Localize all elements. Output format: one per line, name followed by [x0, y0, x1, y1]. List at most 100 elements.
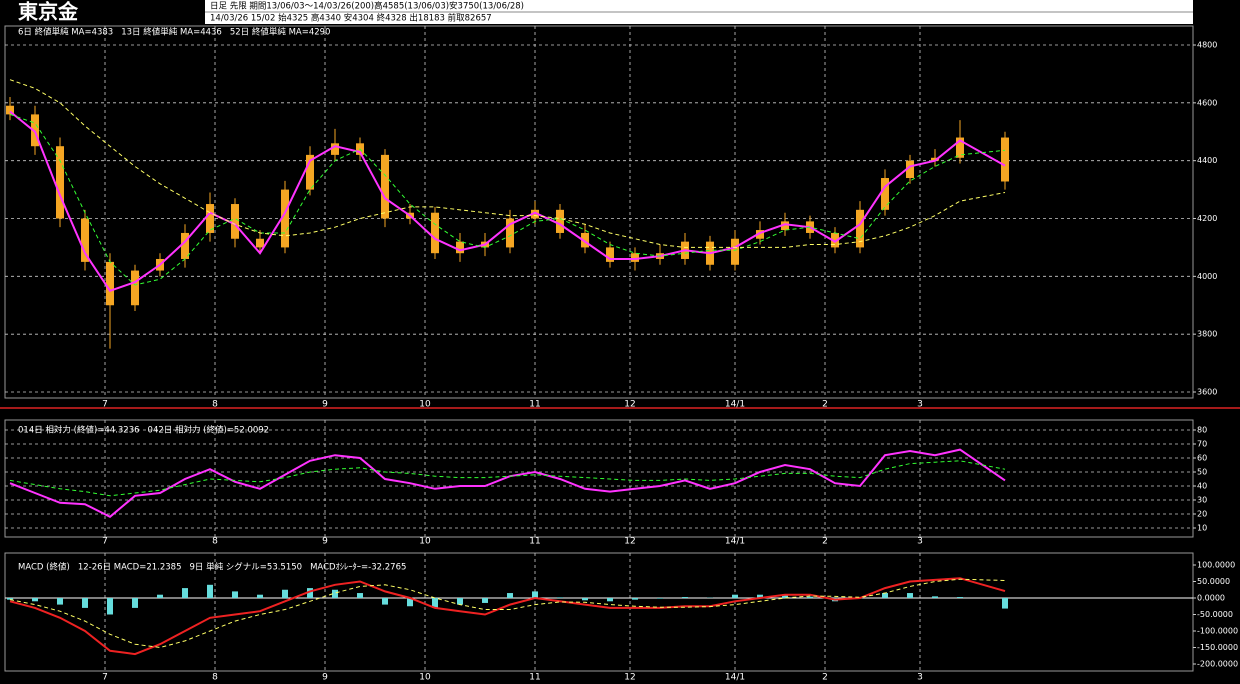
y-tick-label: 40: [1197, 482, 1207, 491]
x-tick-label: 14/1: [725, 673, 745, 683]
panel-frame: [4, 552, 1194, 672]
y-tick-label: -200.0000: [1197, 660, 1238, 669]
histogram-bar: [357, 593, 363, 598]
y-tick-label: -150.0000: [1197, 643, 1238, 652]
histogram-bar: [257, 594, 263, 598]
histogram-bar: [657, 598, 663, 599]
x-tick-label: 11: [529, 537, 540, 547]
histogram-bar: [532, 591, 538, 598]
y-tick-label: 100.0000: [1197, 561, 1235, 570]
histogram-bar: [732, 594, 738, 598]
x-tick-label: 7: [102, 537, 108, 547]
candle-body: [631, 253, 639, 262]
histogram-bar: [7, 598, 13, 600]
series-line: [9, 79, 1006, 248]
histogram-bar: [32, 598, 38, 602]
panel-frame: [4, 25, 1194, 399]
y-tick-label: 3800: [1197, 330, 1217, 339]
x-tick-label: 10: [419, 673, 431, 683]
x-tick-label: 14/1: [725, 537, 745, 547]
y-tick-label: 30: [1197, 496, 1207, 505]
candle-body: [206, 204, 214, 233]
y-tick-label: 3600: [1197, 388, 1217, 397]
x-tick-label: 9: [322, 673, 328, 683]
candle-body: [56, 146, 64, 219]
y-tick-label: -100.0000: [1197, 627, 1238, 636]
x-tick-label: 12: [624, 673, 635, 683]
histogram-bar: [907, 593, 913, 598]
x-tick-label: 2: [822, 537, 828, 547]
candle-body: [281, 189, 289, 248]
histogram-bar: [332, 589, 338, 598]
y-tick-label: 0.0000: [1197, 594, 1225, 603]
candle-body: [506, 218, 514, 248]
x-tick-label: 2: [822, 400, 828, 410]
y-tick-label: 50: [1197, 468, 1207, 477]
histogram-bar: [682, 597, 688, 598]
x-tick-label: 9: [322, 400, 328, 410]
header-line: 14/03/26 15/02 始4325 高4340 安4304 終4328 出…: [210, 13, 492, 24]
candle-body: [881, 178, 889, 210]
histogram-bar: [782, 594, 788, 598]
y-tick-label: 4200: [1197, 214, 1217, 223]
histogram-bar: [632, 598, 638, 600]
x-tick-label: 14/1: [725, 400, 745, 410]
y-tick-label: 4800: [1197, 41, 1217, 50]
series-line: [9, 448, 1006, 518]
series-line: [9, 110, 1006, 292]
histogram-bar: [157, 594, 163, 598]
candle-body: [306, 154, 314, 190]
histogram-bar: [107, 598, 113, 615]
y-tick-label: 4400: [1197, 156, 1217, 165]
legend-entry: 9日 単純 シグナル=53.5150: [189, 562, 302, 573]
histogram-bar: [807, 596, 813, 598]
candle-body: [256, 238, 264, 248]
histogram-bar: [382, 598, 388, 605]
legend-entry: 042日 相対力 (終値)=52.0092: [148, 425, 270, 436]
x-tick-label: 11: [529, 673, 540, 683]
candle-body: [756, 230, 764, 239]
candle-body: [106, 261, 114, 306]
candle-body: [531, 209, 539, 219]
instrument-title: 東京金: [18, 0, 79, 24]
histogram-bar: [482, 598, 488, 603]
histogram-bar: [932, 596, 938, 598]
y-tick-label: 4000: [1197, 272, 1217, 281]
histogram-bar: [207, 584, 213, 598]
candle-body: [456, 241, 464, 254]
legend-entry: MACDｵｼﾚｰﾀｰ=-32.2765: [310, 563, 406, 573]
x-tick-label: 9: [322, 537, 328, 547]
histogram-bar: [582, 598, 588, 601]
x-tick-label: 8: [212, 673, 218, 683]
legend-entry: 13日 終値単純 MA=4436: [121, 27, 222, 38]
candle-body: [856, 209, 864, 248]
x-tick-label: 11: [529, 400, 540, 410]
histogram-bar: [557, 597, 563, 598]
histogram-bar: [757, 594, 763, 598]
candle-body: [781, 221, 789, 231]
histogram-bar: [507, 593, 513, 598]
legend-entry: MACD (終値): [18, 562, 70, 573]
histogram-bar: [407, 598, 413, 607]
histogram-bar: [607, 598, 613, 602]
x-tick-label: 8: [212, 537, 218, 547]
candle-body: [6, 105, 14, 115]
x-tick-label: 3: [917, 400, 923, 410]
panel-frame: [4, 419, 1194, 538]
x-tick-label: 10: [419, 400, 431, 410]
candle-body: [331, 143, 339, 155]
histogram-bar: [282, 589, 288, 598]
histogram-bar: [182, 588, 188, 598]
legend-entry: 6日 終値単純 MA=4383: [18, 27, 113, 38]
histogram-bar: [457, 598, 463, 605]
candle-body: [556, 209, 564, 233]
candle-body: [1001, 137, 1009, 182]
y-tick-label: 10: [1197, 524, 1207, 533]
candle-body: [31, 114, 39, 147]
legend-entry: 12-26日 MACD=21.2385: [78, 563, 182, 573]
histogram-bar: [432, 598, 438, 608]
x-tick-label: 8: [212, 400, 218, 410]
y-tick-label: 80: [1197, 426, 1207, 435]
